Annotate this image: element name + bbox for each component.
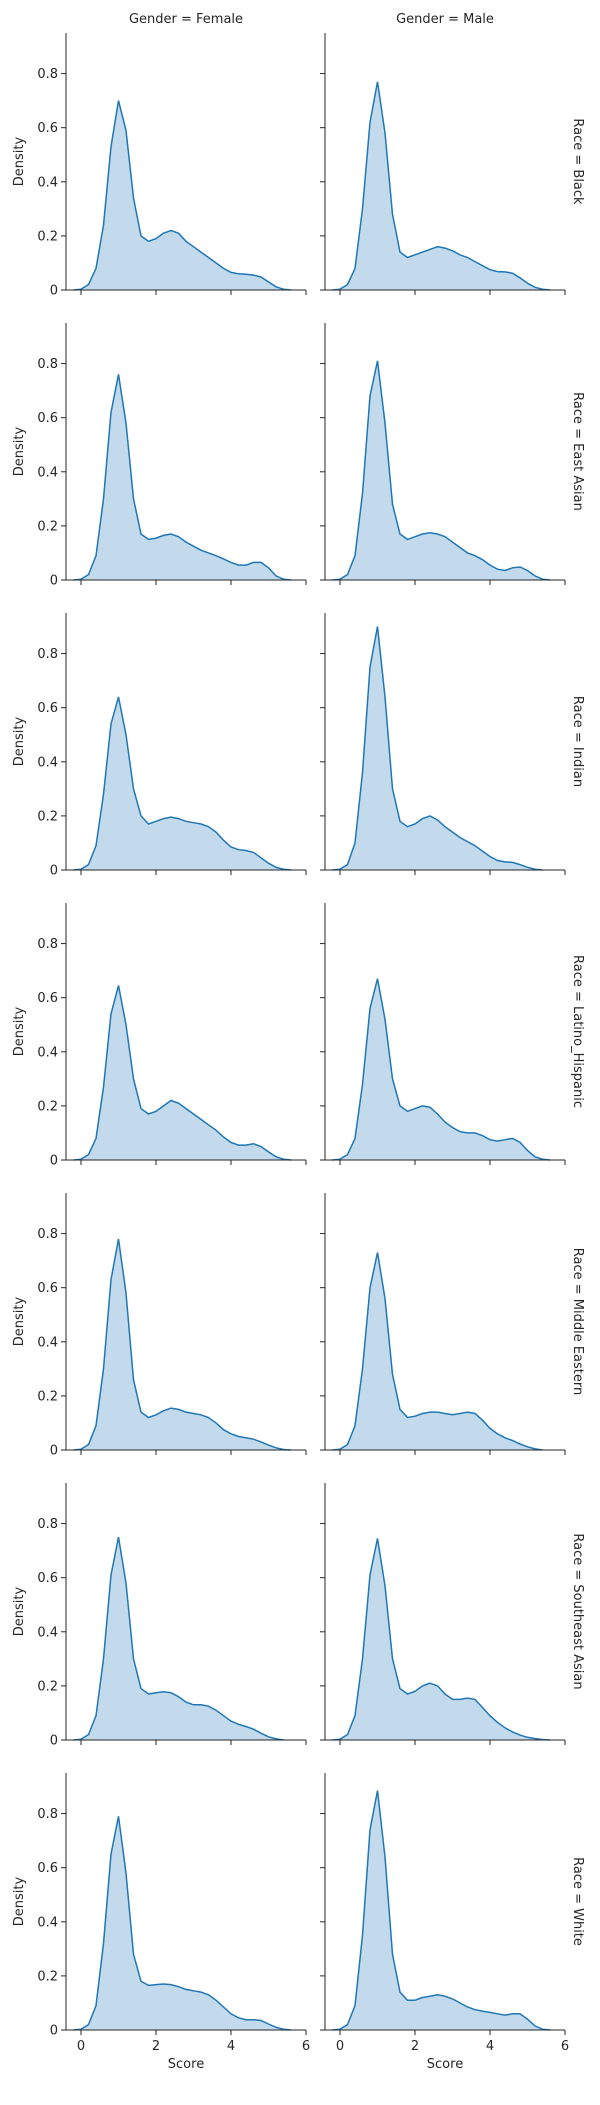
y-tick-label: 0 [50, 1154, 58, 1169]
x-axis-label: Score [168, 2057, 204, 2072]
x-tick-label: 4 [486, 2039, 494, 2054]
density-line-r5c0 [73, 1536, 284, 1741]
density-line-r1c0 [73, 374, 292, 581]
density-line-r1c1 [332, 360, 551, 581]
y-tick-label: 0.2 [37, 1389, 58, 1404]
density-area-r0c1 [332, 81, 550, 290]
row-title: Race = Indian [570, 696, 585, 787]
row-title: Race = Black [570, 118, 585, 205]
y-tick-label: 0.2 [37, 1969, 58, 1984]
density-line-r3c0 [73, 985, 292, 1161]
y-tick-label: 0.6 [37, 991, 58, 1006]
x-tick-label: 0 [77, 2039, 85, 2054]
x-tick-label: 4 [227, 2039, 235, 2054]
density-area-r6c1 [332, 1790, 550, 2030]
density-line-r4c1 [332, 1252, 543, 1451]
density-line-r4c0 [73, 1238, 292, 1451]
x-tick-label: 0 [336, 2039, 344, 2054]
y-tick-label: 0.8 [37, 1517, 58, 1532]
density-area-r1c0 [73, 374, 291, 580]
y-tick-label: 0.6 [37, 1571, 58, 1586]
row-title: Race = Southeast Asian [570, 1533, 585, 1689]
density-area-r4c0 [73, 1239, 291, 1450]
x-tick-label: 2 [411, 2039, 419, 2054]
density-line-r3c1 [332, 978, 551, 1161]
row-title: Race = Middle Eastern [570, 1248, 585, 1396]
density-area-r3c0 [73, 985, 291, 1160]
x-tick-label: 6 [561, 2039, 569, 2054]
y-tick-label: 0.2 [37, 1099, 58, 1114]
y-tick-label: 0.4 [37, 1045, 58, 1060]
y-tick-label: 0.8 [37, 937, 58, 952]
density-area-r3c1 [332, 978, 550, 1160]
density-line-r2c0 [73, 696, 292, 871]
x-tick-label: 6 [302, 2039, 310, 2054]
y-axis-label: Density [12, 1296, 27, 1346]
y-axis-label: Density [12, 426, 27, 476]
y-tick-label: 0.8 [37, 357, 58, 372]
y-tick-label: 0.8 [37, 67, 58, 82]
y-tick-label: 0.8 [37, 1807, 58, 1822]
y-tick-label: 0 [50, 574, 58, 589]
y-tick-label: 0.4 [37, 755, 58, 770]
y-tick-label: 0 [50, 864, 58, 879]
y-axis-label: Density [12, 716, 27, 766]
x-axis-label: Score [427, 2057, 463, 2072]
density-area-r6c0 [73, 1816, 291, 2030]
density-line-r5c1 [332, 1538, 551, 1741]
y-tick-label: 0.2 [37, 229, 58, 244]
density-area-r1c1 [332, 360, 550, 580]
density-area-r5c1 [332, 1538, 550, 1740]
density-line-r2c1 [332, 626, 543, 871]
y-tick-label: 0.4 [37, 1335, 58, 1350]
y-tick-label: 0 [50, 1444, 58, 1459]
y-axis-label: Density [12, 1006, 27, 1056]
y-tick-label: 0.8 [37, 647, 58, 662]
density-line-r6c0 [73, 1816, 292, 2031]
row-title: Race = Latino_Hispanic [570, 955, 585, 1108]
density-area-r2c0 [73, 696, 291, 870]
y-tick-label: 0.6 [37, 701, 58, 716]
y-tick-label: 0.2 [37, 809, 58, 824]
y-tick-label: 0.6 [37, 121, 58, 136]
y-axis-label: Density [12, 136, 27, 186]
y-tick-label: 0.4 [37, 1915, 58, 1930]
y-tick-label: 0.6 [37, 1281, 58, 1296]
column-title: Gender = Female [129, 12, 243, 27]
y-tick-label: 0.4 [37, 175, 58, 190]
y-tick-label: 0.8 [37, 1227, 58, 1242]
x-tick-label: 2 [152, 2039, 160, 2054]
y-tick-label: 0.4 [37, 465, 58, 480]
density-line-r6c1 [332, 1790, 551, 2031]
y-tick-label: 0 [50, 1734, 58, 1749]
y-axis-label: Density [12, 1876, 27, 1926]
y-tick-label: 0.6 [37, 1861, 58, 1876]
y-tick-label: 0 [50, 2024, 58, 2039]
row-title: Race = White [570, 1857, 585, 1946]
density-line-r0c1 [332, 81, 551, 291]
row-title: Race = East Asian [570, 392, 585, 511]
y-tick-label: 0.6 [37, 411, 58, 426]
y-tick-label: 0.2 [37, 1679, 58, 1694]
density-line-r0c0 [73, 100, 292, 291]
y-tick-label: 0.4 [37, 1625, 58, 1640]
y-tick-label: 0.2 [37, 519, 58, 534]
y-axis-label: Density [12, 1586, 27, 1636]
column-title: Gender = Male [396, 12, 494, 27]
density-area-r2c1 [332, 626, 543, 870]
y-tick-label: 0 [50, 284, 58, 299]
